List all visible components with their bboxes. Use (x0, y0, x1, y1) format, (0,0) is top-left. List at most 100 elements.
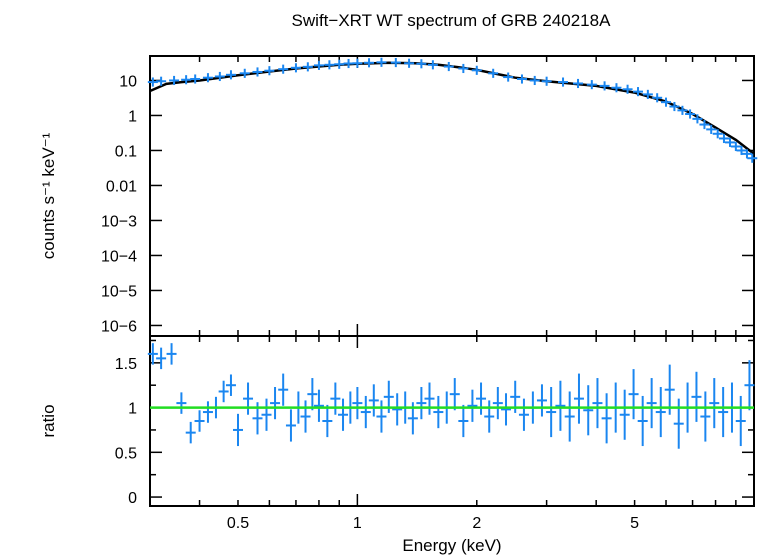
spectrum-data-point (692, 114, 703, 124)
spectrum-data-point (503, 72, 514, 82)
ratio-data-point (458, 404, 469, 438)
ratio-plot-frame (149, 335, 755, 507)
spectrum-plot-frame (149, 55, 755, 337)
spectrum-y-tick-label: 10−6 (101, 318, 137, 335)
ratio-data-point (433, 395, 444, 429)
spectrum-data-point (443, 61, 454, 72)
ratio-data-point (555, 380, 566, 431)
spectrum-data-point (202, 73, 213, 83)
ratio-y-tick-label: 1.5 (115, 356, 137, 373)
ratio-panel: 0 0.5 1 1.5 0.5 1 2 5 ratio Energy (keV) (39, 335, 755, 555)
spectrum-data-point (573, 78, 584, 89)
spectrum-data-point (190, 74, 201, 84)
ratio-data-point (322, 404, 333, 438)
chart-title: Swift−XRT WT spectrum of GRB 240218A (292, 11, 612, 30)
ratio-data-point (619, 389, 630, 440)
spectrum-data-point (390, 57, 401, 68)
spectrum-data-point (661, 97, 672, 107)
spectrum-data-point (622, 84, 633, 94)
spectrum-data-point (343, 58, 354, 69)
ratio-data-point (449, 378, 460, 411)
ratio-data-point (368, 384, 379, 417)
spectrum-data-point (669, 101, 680, 112)
spectrum-data-point (611, 83, 622, 93)
ratio-data-point (352, 387, 363, 420)
spectrum-data-point (685, 109, 696, 119)
spectrum-data-point (633, 87, 644, 97)
spectrum-data-point (586, 80, 597, 90)
spectrum-data-point (541, 76, 552, 86)
ratio-data-points (147, 343, 755, 449)
model-line (149, 61, 755, 155)
ratio-data-point (492, 387, 503, 420)
x-tick-label: 0.5 (227, 515, 249, 532)
ratio-y-tick-label: 1 (128, 401, 137, 418)
ratio-data-point (176, 392, 187, 414)
ratio-data-point (202, 401, 213, 423)
spectrum-data-point (416, 59, 427, 69)
spectrum-data-point (156, 76, 167, 86)
x-tick-label: 2 (472, 515, 481, 532)
spectrum-data-point (252, 67, 263, 77)
ratio-y-tick-label: 0 (128, 490, 137, 507)
spectrum-data-point (313, 60, 324, 70)
spectrum-data-point (677, 105, 688, 115)
ratio-data-point (476, 382, 487, 415)
spectrum-data-point (599, 81, 610, 91)
spectrum-data-point (427, 60, 438, 70)
ratio-data-point (424, 382, 435, 415)
ratio-data-point (573, 373, 584, 424)
spectrum-data-point (558, 77, 569, 87)
spectrum-y-tick-labels: 10 1 0.1 0.01 10−3 10−4 10−5 10−6 (101, 73, 137, 335)
ratio-data-point (338, 398, 349, 431)
ratio-data-point (637, 395, 648, 447)
ratio-data-point (376, 400, 387, 433)
spectrum-data-point (718, 133, 729, 144)
spectrum-y-tick-label: 10−4 (101, 248, 137, 265)
ratio-y-tick-labels: 0 0.5 1 1.5 (115, 356, 137, 507)
ratio-data-point (601, 393, 612, 444)
ratio-data-point (735, 395, 746, 447)
spectrum-data-point (471, 65, 482, 75)
ratio-data-point (330, 382, 341, 415)
spectrum-data-point (302, 62, 313, 72)
ratio-data-point (583, 385, 594, 436)
ratio-data-point (392, 393, 403, 426)
spectrum-data-point (334, 59, 345, 69)
spectrum-data-point (730, 141, 741, 152)
ratio-data-point (592, 378, 603, 429)
spectrum-data-point (516, 74, 527, 84)
ratio-data-point (691, 371, 702, 422)
ratio-data-point (156, 347, 167, 370)
spectrum-data-point (712, 129, 723, 139)
ratio-data-point (700, 391, 711, 442)
ratio-data-point (655, 387, 666, 438)
spectrum-data-point (458, 63, 469, 74)
ratio-data-point (218, 380, 229, 403)
spectrum-data-points (147, 57, 758, 163)
ratio-data-point (501, 393, 512, 426)
spectrum-data-point (225, 70, 236, 80)
spectrum-data-point (278, 64, 289, 74)
ratio-data-point (270, 387, 281, 420)
spectrum-data-point (364, 58, 375, 68)
spectrum-y-tick-label: 1 (128, 108, 137, 125)
spectrum-panel: 10 1 0.1 0.01 10−3 10−4 10−5 10−6 counts s⁻¹ ke… (39, 55, 758, 337)
ratio-data-point (185, 421, 196, 444)
x-axis-label: Energy (keV) (402, 536, 501, 555)
spectrum-data-point (652, 93, 663, 103)
spectrum-data-point (642, 89, 653, 99)
ratio-data-point (718, 387, 729, 438)
ratio-data-point (546, 387, 557, 438)
ratio-data-point (278, 373, 289, 406)
spectrum-data-point (725, 137, 736, 147)
x-tick-label: 5 (630, 515, 639, 532)
spectrum-y-tick-label: 10−5 (101, 283, 137, 300)
spectrum-y-tick-label: 0.1 (115, 143, 137, 160)
ratio-y-tick-label: 0.5 (115, 445, 137, 462)
ratio-data-point (709, 378, 720, 429)
ratio-data-point (673, 398, 684, 449)
spectrum-ticks (149, 56, 755, 336)
ratio-data-point (536, 384, 547, 417)
